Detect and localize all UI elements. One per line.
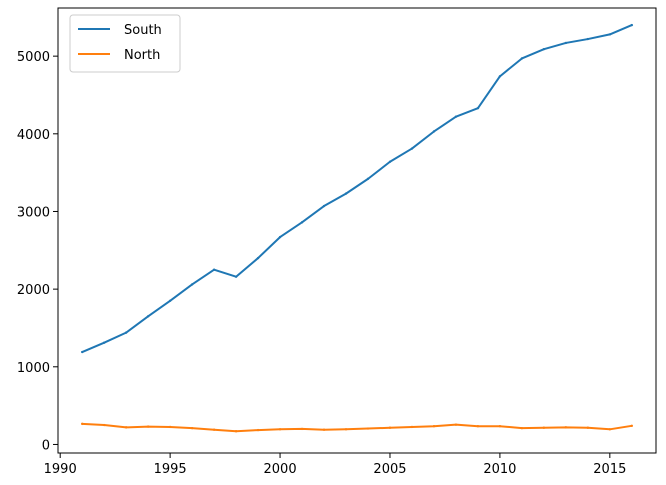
data-point-north xyxy=(256,428,260,432)
data-point-north xyxy=(454,423,458,426)
data-point-south xyxy=(388,160,392,163)
data-point-north xyxy=(146,425,150,428)
data-point-north xyxy=(410,425,414,429)
data-point-south xyxy=(190,283,194,286)
legend-label-north: North xyxy=(124,48,160,63)
data-point-south xyxy=(476,106,480,110)
data-point-north xyxy=(476,425,480,428)
data-point-south xyxy=(300,221,304,224)
data-point-south xyxy=(454,115,458,118)
data-point-south xyxy=(410,147,414,150)
y-axis: 0 1000 2000 3000 4000 5000 xyxy=(17,50,58,453)
y-tick-label: 2000 xyxy=(17,283,50,298)
data-point-south xyxy=(432,130,436,133)
y-tick-label: 1000 xyxy=(17,361,50,376)
data-point-north xyxy=(542,426,546,429)
data-point-north xyxy=(498,425,502,428)
data-point-south xyxy=(80,350,84,354)
legend-label-south: South xyxy=(124,23,162,38)
data-point-north xyxy=(608,428,612,431)
y-tick-label: 5000 xyxy=(17,50,50,65)
data-point-north xyxy=(278,428,282,431)
data-point-north xyxy=(520,426,524,430)
x-tick-label: 1995 xyxy=(154,462,187,477)
data-point-north xyxy=(322,428,326,431)
data-point-south xyxy=(278,235,282,239)
y-tick-label: 3000 xyxy=(17,205,50,220)
series-layer xyxy=(80,23,634,433)
data-point-north xyxy=(564,426,568,429)
data-point-south xyxy=(234,275,238,278)
data-point-north xyxy=(80,422,84,426)
data-point-north xyxy=(168,425,172,429)
data-point-north xyxy=(124,426,128,429)
data-point-south xyxy=(608,33,612,36)
data-point-south xyxy=(124,331,128,334)
data-point-north xyxy=(586,426,590,429)
x-tick-label: 2015 xyxy=(593,462,626,477)
data-point-north xyxy=(388,426,392,429)
data-point-south xyxy=(498,75,502,78)
data-point-south xyxy=(256,256,260,260)
data-point-south xyxy=(102,341,106,344)
data-point-north xyxy=(366,427,370,430)
data-point-north xyxy=(300,427,304,431)
data-point-south xyxy=(542,47,546,51)
series-line-south xyxy=(81,24,633,353)
data-point-south xyxy=(146,315,150,318)
data-point-south xyxy=(586,37,590,41)
data-point-south xyxy=(322,204,326,208)
x-tick-label: 1990 xyxy=(44,462,77,477)
x-tick-label: 2010 xyxy=(483,462,516,477)
plot-frame xyxy=(57,7,657,454)
y-tick-label: 0 xyxy=(42,438,50,453)
data-point-north xyxy=(344,428,348,431)
data-point-south xyxy=(520,57,524,60)
x-tick-label: 2000 xyxy=(264,462,297,477)
data-point-north xyxy=(212,428,216,431)
data-point-north xyxy=(102,423,106,427)
data-point-south xyxy=(344,192,348,195)
legend: South North xyxy=(69,14,181,73)
data-point-north xyxy=(234,430,238,433)
data-point-north xyxy=(190,426,194,430)
data-point-north xyxy=(432,425,436,428)
data-point-south xyxy=(212,268,216,271)
data-point-south xyxy=(168,299,172,302)
data-point-south xyxy=(564,41,568,45)
data-point-south xyxy=(630,23,634,27)
x-axis: 1990 1995 2000 2005 2010 2015 xyxy=(44,453,626,477)
x-tick-label: 2005 xyxy=(373,462,406,477)
data-point-north xyxy=(630,424,634,428)
series-line-north xyxy=(82,422,632,433)
data-point-south xyxy=(366,177,370,181)
y-tick-label: 4000 xyxy=(17,128,50,143)
